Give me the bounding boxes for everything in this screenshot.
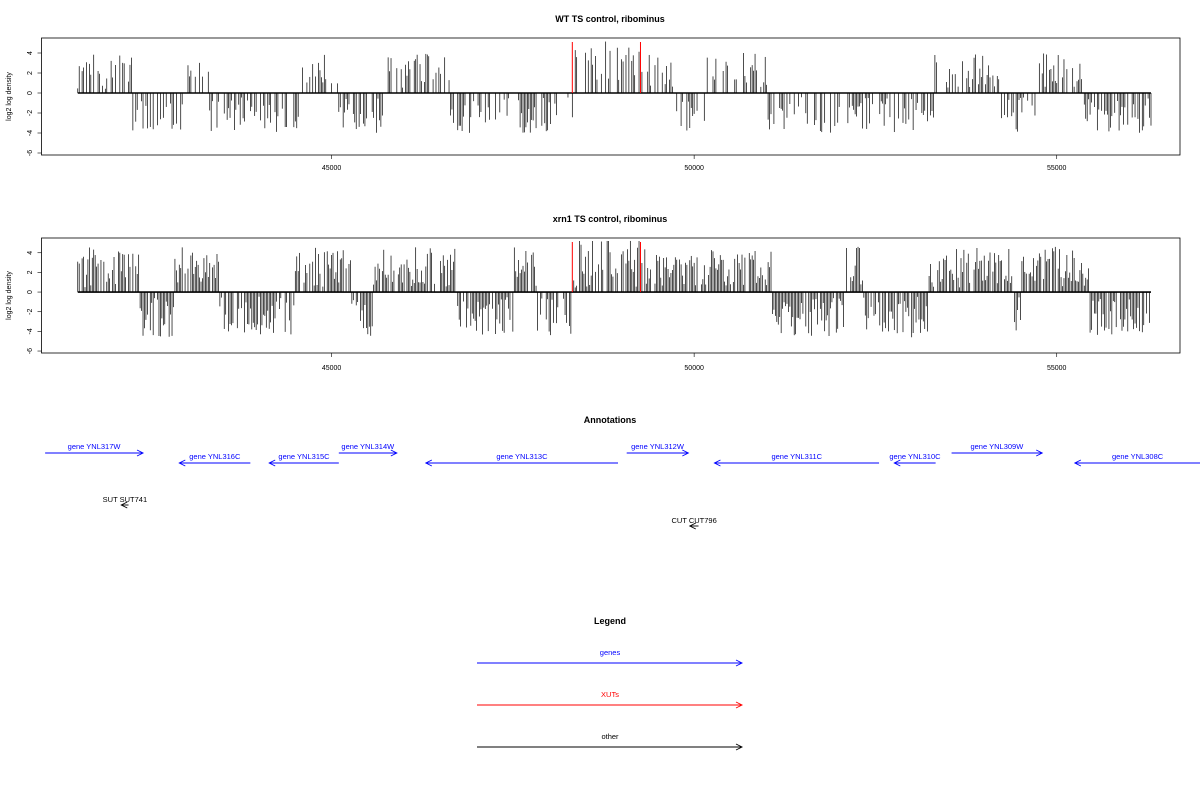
y-tick-label: 0 (27, 91, 34, 95)
legend-arrow-other (477, 743, 744, 751)
arrow-head (390, 449, 398, 457)
gene-label: gene YNL317W (68, 442, 122, 451)
coverage-bars (77, 41, 1152, 133)
panel-title: xrn1 TS control, ribominus (553, 214, 668, 224)
coverage-bars (77, 240, 1150, 338)
gene-label: gene YNL314W (341, 442, 395, 451)
arrow-head (688, 522, 696, 530)
arrow-head (893, 459, 901, 467)
gene-label: gene YNL309W (970, 442, 1024, 451)
legend: Legend genes XUTs other (477, 616, 744, 751)
arrow-head (120, 501, 128, 509)
coverage-panel-2: xrn1 TS control, ribominus 4 2 0 -2 -4 -6 log2 … (6, 214, 1181, 372)
y-axis-label: log2 log density (6, 72, 13, 121)
gene-label: gene YNL313C (496, 452, 548, 461)
gene-arrow (424, 459, 619, 467)
plot-frame (41, 237, 1181, 354)
arrow-head (735, 659, 744, 667)
gene-arrow (951, 449, 1044, 457)
x-tick-label: 55000 (1047, 365, 1067, 372)
other-feature-label: SUT SUT741 (103, 495, 147, 504)
legend-arrow-genes (477, 659, 744, 667)
annotations-track: Annotations gene YNL317W gene YNL316C gene … (45, 415, 1200, 530)
arrow-head (1073, 459, 1082, 467)
arrow-head (713, 459, 721, 467)
legend-label: XUTs (601, 690, 619, 699)
arrow-head (136, 449, 145, 457)
annotations-title: Annotations (584, 415, 637, 425)
y-tick-label: 2 (27, 71, 34, 75)
gene-arrow (338, 449, 398, 457)
gene-label: gene YNL308C (1112, 452, 1164, 461)
x-tick-label: 45000 (322, 165, 342, 172)
gene-arrow (713, 459, 880, 467)
y-axis-label: log2 log density (6, 271, 13, 320)
legend-label: genes (600, 648, 621, 657)
x-tick-label: 55000 (1047, 165, 1067, 172)
arrow-head (682, 449, 690, 457)
other-feature-arrow (688, 522, 699, 530)
y-tick-label: -6 (27, 348, 34, 354)
x-tick-label: 45000 (322, 365, 342, 372)
y-tick-label: -4 (27, 130, 34, 136)
arrow-head (424, 459, 433, 467)
gene-arrow (178, 459, 251, 467)
gene-arrow (1073, 459, 1200, 467)
panel-title: WT TS control, ribominus (555, 14, 665, 24)
legend-arrow-xuts (477, 701, 744, 709)
x-tick-label: 50000 (684, 165, 704, 172)
y-tick-label: -6 (27, 150, 34, 156)
y-tick-label: -2 (27, 309, 34, 315)
arrow-head (268, 459, 276, 467)
coverage-panel-1: WT TS control, ribominus 4 2 0 -2 -4 -6 log2 lo… (6, 14, 1181, 172)
legend-title: Legend (594, 616, 626, 626)
gene-arrow (45, 449, 145, 457)
gene-label: gene YNL312W (631, 442, 685, 451)
arrow-head (735, 743, 744, 751)
arrow-head (1036, 449, 1044, 457)
y-tick-label: -4 (27, 328, 34, 334)
plot-frame (41, 37, 1181, 156)
y-tick-label: -2 (27, 110, 34, 116)
gene-arrow (893, 459, 936, 467)
other-feature-label: CUT CUT796 (671, 516, 716, 525)
y-tick-label: 4 (27, 51, 34, 55)
legend-label: other (601, 732, 619, 741)
arrow-head (178, 459, 186, 467)
gene-label: gene YNL316C (189, 452, 241, 461)
gene-arrow (626, 449, 690, 457)
y-tick-label: 0 (27, 290, 34, 294)
gene-label: gene YNL310C (889, 452, 941, 461)
gene-label: gene YNL311C (771, 452, 822, 461)
arrow-head (735, 701, 744, 709)
gene-label: gene YNL315C (278, 452, 330, 461)
y-tick-label: 2 (27, 270, 34, 274)
other-feature-arrow (120, 501, 129, 509)
y-tick-label: 4 (27, 251, 34, 255)
x-tick-label: 50000 (684, 365, 704, 372)
gene-arrow (268, 459, 339, 467)
